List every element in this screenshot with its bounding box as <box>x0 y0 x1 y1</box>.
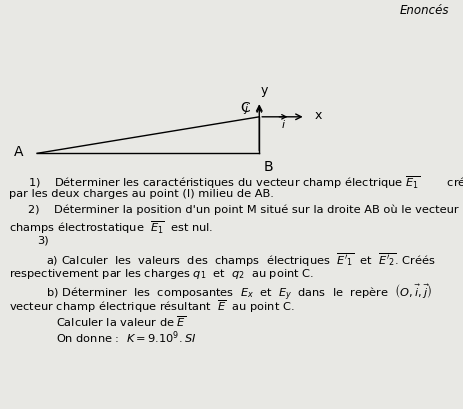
Text: Enoncés: Enoncés <box>400 4 449 17</box>
Text: B: B <box>264 160 274 173</box>
Text: b) Déterminer  les  composantes  $E_x$  et  $E_y$  dans  le  repère  $\left(O,\v: b) Déterminer les composantes $E_x$ et $… <box>46 283 432 303</box>
Text: 2)    Déterminer la position d'un point M situé sur la droite AB où le vecteur: 2) Déterminer la position d'un point M s… <box>28 204 458 215</box>
Text: y: y <box>260 84 268 97</box>
Text: respectivement par les charges $q_1$  et  $q_2$  au point C.: respectivement par les charges $q_1$ et … <box>9 267 314 281</box>
Text: On donne :  $K=9.10^9.SI$: On donne : $K=9.10^9.SI$ <box>56 329 196 346</box>
Text: i: i <box>282 120 285 130</box>
Text: vecteur champ électrique résultant  $\overline{E}$  au point C.: vecteur champ électrique résultant $\ove… <box>9 299 295 315</box>
Text: 1)    Déterminer les caractéristiques du vecteur champ électrique $\overline{E_1: 1) Déterminer les caractéristiques du ve… <box>28 174 463 191</box>
Text: j: j <box>244 104 248 114</box>
Text: a) Calculer  les  valeurs  des  champs  électriques  $\overline{E'_1}$  et  $\ov: a) Calculer les valeurs des champs élect… <box>46 252 436 269</box>
Text: par les deux charges au point (I) milieu de AB.: par les deux charges au point (I) milieu… <box>9 189 274 199</box>
Text: 3): 3) <box>37 235 49 245</box>
Text: Calculer la valeur de $\overline{E}$: Calculer la valeur de $\overline{E}$ <box>56 314 186 329</box>
Text: A: A <box>13 145 23 159</box>
Text: x: x <box>315 109 322 122</box>
Text: C: C <box>240 101 250 115</box>
Text: champs électrostatique  $\overline{E_1}$  est nul.: champs électrostatique $\overline{E_1}$ … <box>9 220 213 236</box>
